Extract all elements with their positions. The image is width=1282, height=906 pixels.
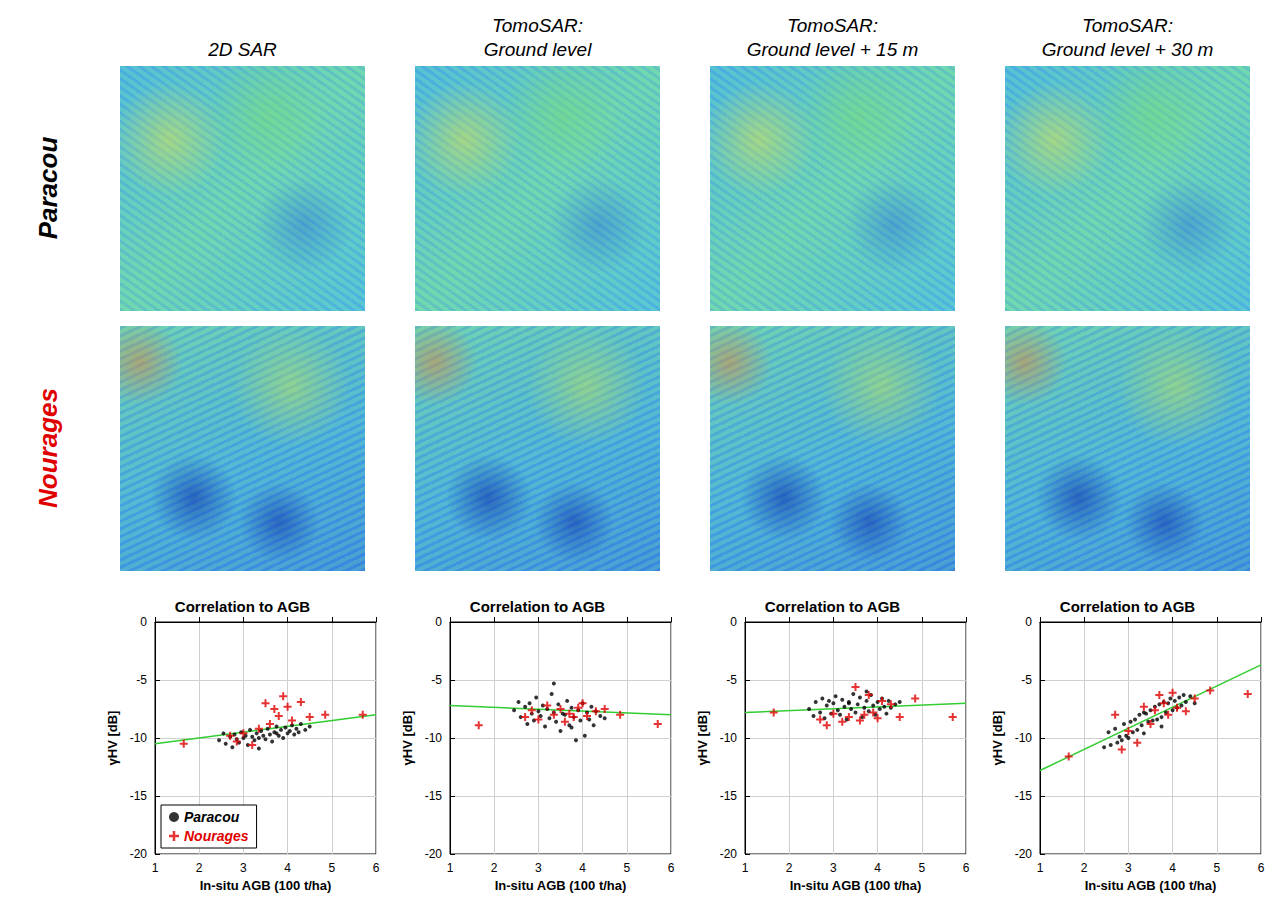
svg-text:γHV [dB]: γHV [dB] — [105, 711, 120, 766]
svg-text:-20: -20 — [1015, 847, 1033, 861]
svg-text:5: 5 — [328, 861, 335, 875]
svg-text:0: 0 — [140, 615, 147, 629]
html-text:2D SAR: 2D SAR — [208, 39, 277, 60]
svg-text:γHV [dB]: γHV [dB] — [990, 711, 1005, 766]
svg-text:2: 2 — [196, 861, 203, 875]
svg-text:Paracou: Paracou — [184, 809, 240, 825]
svg-text:γHV [dB]: γHV [dB] — [400, 711, 415, 766]
svg-text:Correlation to AGB: Correlation to AGB — [470, 598, 605, 615]
svg-text:3: 3 — [535, 861, 542, 875]
svg-text:-10: -10 — [425, 731, 443, 745]
svg-text:0: 0 — [1025, 615, 1032, 629]
svg-text:5: 5 — [623, 861, 630, 875]
svg-text:4: 4 — [874, 861, 881, 875]
svg-text:Correlation to AGB: Correlation to AGB — [765, 598, 900, 615]
svg-text:3: 3 — [1125, 861, 1132, 875]
svg-text:6: 6 — [668, 861, 675, 875]
svg-text:1: 1 — [742, 861, 749, 875]
svg-text:-10: -10 — [720, 731, 738, 745]
svg-text:2: 2 — [786, 861, 793, 875]
svg-text:5: 5 — [1213, 861, 1220, 875]
svg-text:Nourages: Nourages — [184, 828, 249, 844]
svg-text:3: 3 — [830, 861, 837, 875]
svg-text:In-situ AGB (100 t/ha): In-situ AGB (100 t/ha) — [1085, 878, 1217, 893]
svg-text:γHV [dB]: γHV [dB] — [695, 711, 710, 766]
svg-text:1: 1 — [447, 861, 454, 875]
svg-text:-15: -15 — [1015, 789, 1033, 803]
svg-text:0: 0 — [730, 615, 737, 629]
svg-text:6: 6 — [963, 861, 970, 875]
svg-text:In-situ AGB (100 t/ha): In-situ AGB (100 t/ha) — [495, 878, 627, 893]
svg-text:-15: -15 — [720, 789, 738, 803]
svg-text:-20: -20 — [130, 847, 148, 861]
svg-text:In-situ AGB (100 t/ha): In-situ AGB (100 t/ha) — [790, 878, 922, 893]
html-text:TomoSAR: Ground level + 30 m: TomoSAR: Ground level + 30 m — [1041, 15, 1214, 60]
svg-text:-10: -10 — [130, 731, 148, 745]
svg-text:-5: -5 — [726, 673, 737, 687]
svg-text:-10: -10 — [1015, 731, 1033, 745]
svg-text:In-situ AGB (100 t/ha): In-situ AGB (100 t/ha) — [200, 878, 332, 893]
svg-text:6: 6 — [373, 861, 380, 875]
svg-text:0: 0 — [435, 615, 442, 629]
html-text:Nourages: Nourages — [32, 388, 63, 508]
svg-text:Correlation to AGB: Correlation to AGB — [175, 598, 310, 615]
svg-text:-5: -5 — [136, 673, 147, 687]
svg-text:-20: -20 — [720, 847, 738, 861]
html-text:TomoSAR: Ground level: TomoSAR: Ground level — [483, 15, 592, 60]
svg-text:1: 1 — [152, 861, 159, 875]
svg-text:4: 4 — [284, 861, 291, 875]
svg-text:-20: -20 — [425, 847, 443, 861]
html-text:TomoSAR: Ground level + 15 m: TomoSAR: Ground level + 15 m — [746, 15, 919, 60]
svg-text:4: 4 — [1169, 861, 1176, 875]
svg-text:5: 5 — [918, 861, 925, 875]
svg-text:-5: -5 — [1021, 673, 1032, 687]
svg-text:1: 1 — [1037, 861, 1044, 875]
svg-text:3: 3 — [240, 861, 247, 875]
svg-text:2: 2 — [491, 861, 498, 875]
svg-text:6: 6 — [1258, 861, 1265, 875]
svg-text:-15: -15 — [425, 789, 443, 803]
svg-text:-15: -15 — [130, 789, 148, 803]
svg-text:2: 2 — [1081, 861, 1088, 875]
svg-text:Correlation to AGB: Correlation to AGB — [1060, 598, 1195, 615]
svg-text:-5: -5 — [431, 673, 442, 687]
html-text:Paracou: Paracou — [32, 136, 63, 240]
svg-text:4: 4 — [579, 861, 586, 875]
